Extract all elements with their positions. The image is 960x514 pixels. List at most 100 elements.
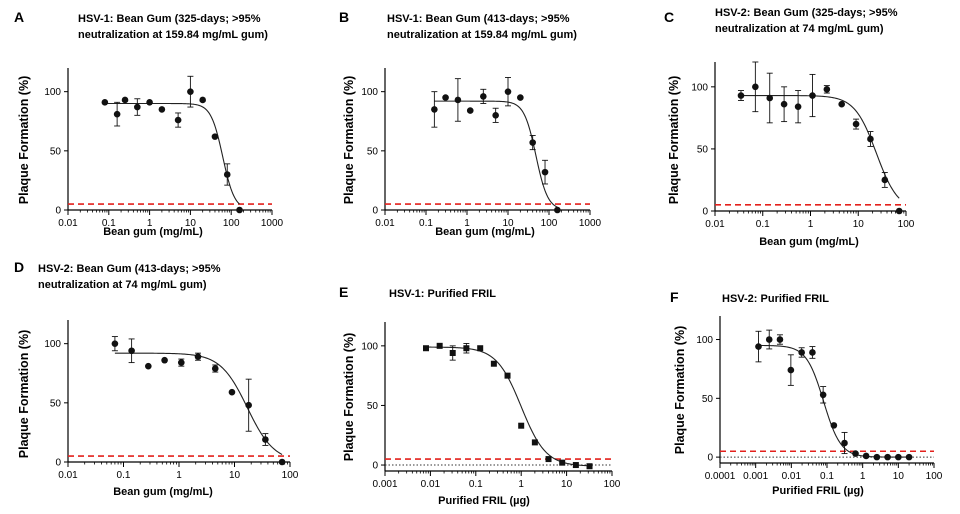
panel-a-y-axis-label: Plaque Formation (%) (17, 76, 31, 204)
panel-f-plot: 0 50 100 0.0001 0.001 0.01 0.1 1 10 100 (696, 316, 943, 482)
y-tick-label: 50 (50, 398, 62, 409)
data-point (480, 93, 487, 100)
data-point (841, 439, 848, 447)
panel-a-x-axis-label: Bean gum (mg/mL) (103, 226, 203, 238)
panel-c-title-line-1: HSV-2: Bean Gum (325-days; >95% (715, 7, 898, 19)
data-point (177, 359, 185, 366)
panel-f-y-axis-label: Plaque Formation (%) (673, 326, 687, 454)
x-tick-label: 1 (518, 479, 524, 490)
y-tick-label: 100 (696, 335, 713, 346)
x-tick-label: 100 (541, 218, 558, 229)
panel-letter-d: D (14, 259, 24, 275)
panel-e-plot: 0 50 100 0.001 0.01 0.1 1 10 100 (361, 322, 621, 490)
x-tick-label: 0.01 (421, 479, 441, 490)
y-tick-label: 50 (50, 146, 62, 157)
fit-curve (740, 94, 900, 199)
data-point (752, 83, 759, 91)
data-point (236, 206, 243, 214)
x-tick-label: 1 (176, 470, 182, 481)
fit-curve (114, 352, 283, 455)
data-point (134, 103, 141, 111)
x-tick-label: 0.1 (117, 470, 131, 481)
data-point (199, 96, 206, 104)
panel-b-y-axis-label: Plaque Formation (%) (342, 76, 356, 204)
panel-d-title-line-2: neutralization at 74 mg/mL gum) (38, 279, 207, 291)
panel-f: F HSV-2: Purified FRIL Plaque Formation … (670, 289, 943, 497)
fit-curve (758, 344, 910, 458)
data-point (111, 340, 119, 347)
y-tick-label: 0 (372, 461, 378, 472)
y-tick-label: 0 (372, 206, 378, 217)
data-point (449, 349, 456, 356)
data-point (884, 453, 891, 461)
x-tick-label: 100 (604, 479, 621, 490)
y-tick-label: 0 (55, 458, 61, 469)
panel-c: C HSV-2: Bean Gum (325-days; >95% neutra… (664, 7, 915, 248)
panel-letter-b: B (339, 9, 349, 25)
panel-a-title-line-2: neutralization at 159.84 mg/mL gum) (78, 29, 268, 41)
x-tick-label: 0.1 (756, 219, 770, 230)
data-point (545, 456, 552, 463)
panel-b-title-line-1: HSV-1: Bean Gum (413-days; >95% (387, 13, 570, 25)
data-point (423, 345, 430, 352)
data-point (161, 356, 168, 364)
x-tick-label: 0.01 (782, 471, 802, 482)
data-point (211, 365, 219, 372)
x-tick-label: 0.1 (469, 479, 483, 490)
data-point (228, 388, 236, 396)
data-point (867, 135, 874, 143)
panel-c-y-axis-label: Plaque Formation (%) (667, 76, 681, 204)
x-tick-label: 10 (185, 218, 197, 229)
panel-c-title-line-2: neutralization at 74 mg/mL gum) (715, 23, 884, 35)
panel-f-x-axis-label: Purified FRIL (µg) (772, 485, 864, 497)
panel-e-title-line-1: HSV-1: Purified FRIL (389, 288, 496, 300)
panel-a-plot: 0 50 100 0.01 0.1 1 10 100 1000 (44, 68, 284, 229)
data-point (862, 452, 870, 460)
data-point (798, 349, 805, 356)
data-point (554, 206, 561, 214)
y-tick-label: 100 (44, 87, 61, 98)
data-point (881, 176, 889, 184)
y-tick-label: 100 (691, 82, 708, 93)
fit-curve (425, 346, 590, 467)
data-point (895, 453, 902, 461)
x-tick-label: 0.1 (419, 218, 433, 229)
data-point (809, 92, 816, 99)
x-tick-label: 10 (229, 470, 241, 481)
data-point (174, 116, 182, 124)
data-point (431, 106, 438, 113)
data-point (262, 436, 269, 443)
y-tick-label: 100 (361, 341, 378, 352)
data-point (765, 336, 773, 343)
data-point (559, 459, 566, 466)
data-point (278, 458, 286, 466)
data-point (873, 453, 881, 461)
data-point (101, 99, 109, 106)
data-point (504, 372, 511, 379)
data-point (895, 207, 903, 215)
data-point (531, 439, 538, 446)
data-point (504, 88, 512, 95)
x-tick-label: 0.01 (58, 218, 78, 229)
data-point (145, 362, 152, 370)
x-tick-label: 10 (561, 479, 573, 490)
data-point (852, 450, 859, 457)
data-point (477, 345, 484, 352)
data-point (541, 168, 549, 176)
data-point (830, 422, 838, 429)
x-tick-label: 0.01 (58, 470, 78, 481)
data-point (223, 171, 231, 178)
y-tick-label: 50 (367, 146, 379, 157)
data-point (838, 100, 845, 108)
data-point (517, 94, 524, 101)
x-tick-label: 100 (898, 219, 915, 230)
y-tick-label: 0 (707, 453, 713, 464)
data-point (755, 343, 762, 350)
x-tick-label: 10 (893, 471, 905, 482)
data-point (454, 96, 462, 104)
y-tick-label: 50 (697, 144, 709, 155)
data-point (529, 139, 536, 146)
y-tick-label: 100 (44, 339, 61, 350)
x-tick-label: 1 (808, 219, 814, 230)
